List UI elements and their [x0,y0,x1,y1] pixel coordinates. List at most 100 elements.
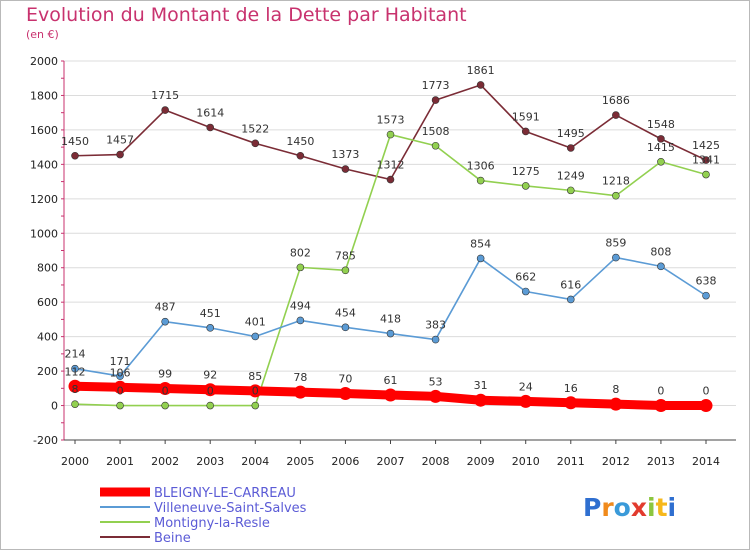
data-label: 1450 [61,135,89,148]
data-label: 0 [703,385,710,398]
y-tick-label: 0 [51,400,58,413]
series-point [521,287,530,296]
y-tick-label: 2000 [30,55,58,68]
x-tick-label: 2012 [602,455,630,468]
series-point [521,182,530,190]
series-point [384,388,397,402]
data-label: 31 [474,379,488,392]
series-point [71,364,79,373]
data-label-layer: 112 106 99 92 85 78 70 61 53 31 24 16 8 0 0 214 171 487 45… [61,64,720,398]
data-label: 1341 [692,154,720,167]
series-point [296,151,305,160]
series-point [248,384,262,398]
series-point [702,156,710,164]
logo-letter: t [656,493,668,522]
x-tick-label: 2005 [286,455,314,468]
data-label: 1495 [557,127,585,140]
series-point [293,385,307,399]
data-label: 494 [290,299,311,312]
data-label: 808 [650,245,671,258]
y-tick-label: -200 [33,434,58,447]
data-label: 24 [519,380,533,393]
series-point [161,401,169,410]
series-point [203,383,217,397]
data-label: 1312 [377,159,405,172]
data-label: 70 [338,372,352,385]
data-label: 1415 [647,141,675,154]
series-point [431,335,440,344]
data-label: 0 [252,385,259,398]
legend-label: Villeneuve-Saint-Salves [154,501,307,516]
data-label: 1508 [422,125,450,138]
series-point [251,401,260,410]
logo-letter: r [601,493,614,522]
series-point [206,401,215,410]
series-point [161,106,169,114]
series-point [206,123,215,132]
data-label: 92 [203,369,217,382]
series-point [251,332,260,341]
series-point [116,150,124,159]
series-point [338,386,352,400]
data-label: 171 [110,355,131,368]
data-label: 1373 [331,148,359,161]
data-label: 99 [158,367,172,380]
legend-label: Montigny-la-Resle [154,516,270,531]
data-label: 106 [110,366,131,379]
data-label: 662 [515,271,536,284]
data-label: 418 [380,313,401,326]
data-label: 1275 [512,165,540,178]
series-point [476,81,485,89]
series-point [521,127,530,136]
data-label: 1306 [467,160,495,173]
data-label: 487 [155,301,176,314]
x-tick-label: 2003 [196,455,224,468]
series-point [116,372,124,380]
y-tick-label: 1600 [30,124,58,137]
data-label: 859 [605,237,626,250]
logo-letter: i [668,493,677,522]
series-point [566,295,575,304]
data-label: 16 [564,382,578,395]
data-label: 1425 [692,139,720,152]
series-point [296,263,305,272]
logo-letter: i [647,493,656,522]
data-label: 0 [657,385,664,398]
y-tick-label: 1200 [30,193,58,206]
series-point [161,317,169,326]
data-label: 401 [245,315,266,328]
series-point [654,399,668,413]
chart-unit: (en €) [26,28,59,41]
series-point [341,165,350,173]
data-label: 0 [162,385,169,398]
series-point [657,262,665,271]
data-label: 1450 [286,135,314,148]
data-label: 53 [429,375,443,388]
axis-layer: -200020040060080010001200140016001800200… [30,55,736,468]
series-point [474,393,488,407]
data-label: 638 [696,275,717,288]
data-label: 1522 [241,122,269,135]
x-tick-label: 2001 [106,455,134,468]
data-label: 112 [65,365,86,378]
series-point [68,379,82,393]
series-point [699,399,713,413]
y-tick-label: 200 [37,365,58,378]
series-point [476,176,485,185]
legend-label: BLEIGNY-LE-CARREAU [154,486,296,501]
data-label: 1686 [602,94,630,107]
series-point [386,175,395,184]
data-label: 616 [560,278,581,291]
series-point [71,400,79,408]
x-tick-label: 2010 [512,455,540,468]
x-tick-label: 2013 [647,455,675,468]
series-point [657,135,665,143]
data-label: 61 [384,374,398,387]
series-point [702,291,710,300]
x-tick-label: 2009 [467,455,495,468]
data-label: 1249 [557,169,585,182]
series-point [431,96,440,104]
data-label: 1548 [647,118,675,131]
logo-letter: P [583,493,601,522]
legend: BLEIGNY-LE-CARREAUVilleneuve-Saint-Salve… [100,486,307,546]
